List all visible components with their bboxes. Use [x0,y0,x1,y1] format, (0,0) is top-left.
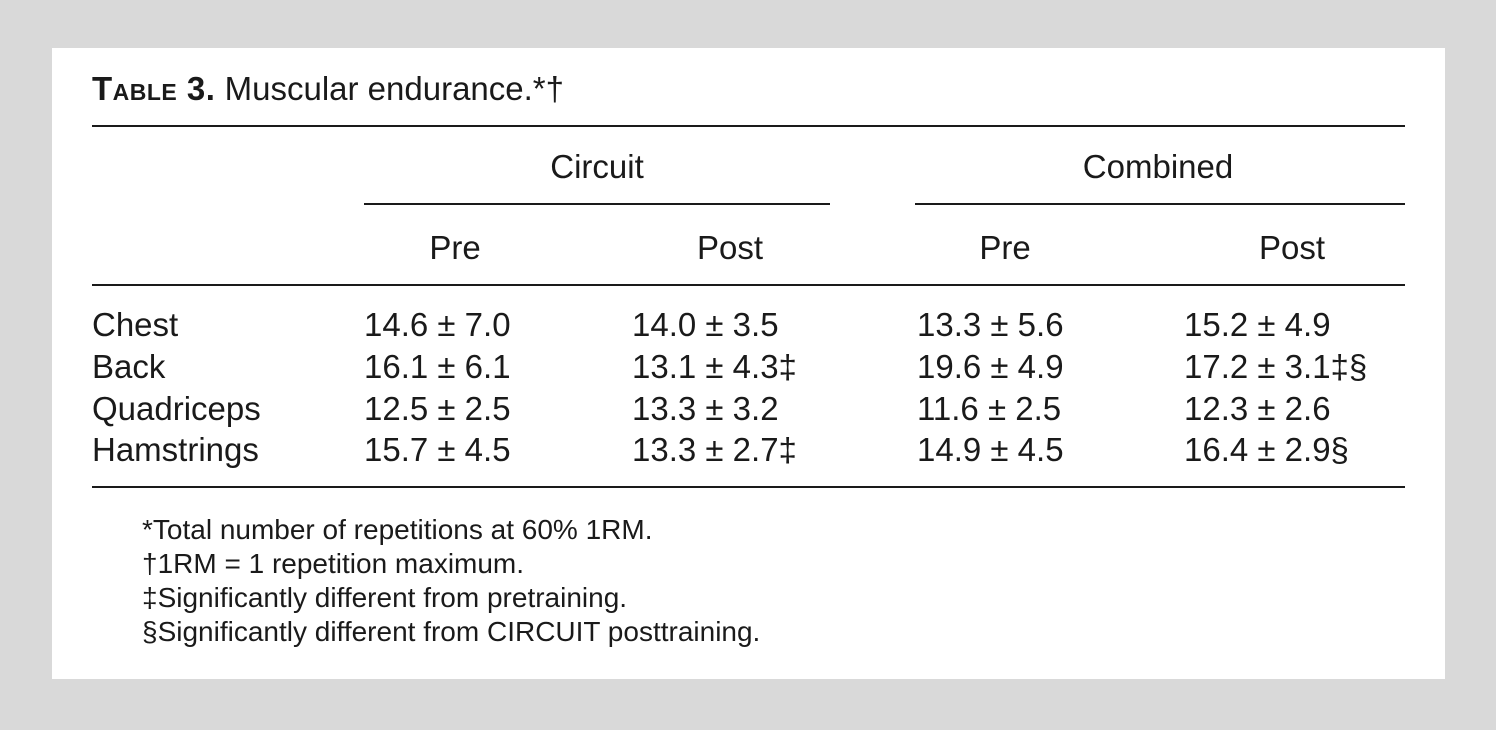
table-title: Muscular endurance.*† [224,70,565,107]
row-label: Hamstrings [92,431,259,468]
row-label: Chest [92,306,179,343]
table-cell: 15.2 ± 4.9 [1184,306,1331,343]
table-cell: 14.6 ± 7.0 [364,306,511,343]
combined-spanner-rule [915,203,1405,205]
footnote: *Total number of repetitions at 60% 1RM. [142,514,653,545]
footnote: ‡Significantly different from pretrainin… [142,582,628,613]
table-cell: 16.1 ± 6.1 [364,348,511,385]
row-label: Back [92,348,166,385]
subheader-circuit-pre: Pre [429,229,481,266]
table-cell: 14.0 ± 3.5 [632,306,779,343]
table-panel: Table 3. Muscular endurance.*† Circuit C… [52,48,1445,679]
circuit-spanner-rule [364,203,830,205]
top-rule [92,125,1405,127]
table-cell: 13.3 ± 5.6 [917,306,1064,343]
table-cell: 14.9 ± 4.5 [917,431,1064,468]
table-footnotes: *Total number of repetitions at 60% 1RM.… [142,513,760,649]
subheader-combined-pre: Pre [979,229,1031,266]
table-cell: 13.1 ± 4.3‡ [632,348,797,385]
footnote: §Significantly different from CIRCUIT po… [142,616,761,647]
row-label: Quadriceps [92,390,261,427]
table-cell: 17.2 ± 3.1‡§ [1184,348,1368,385]
group-header-circuit: Circuit [550,148,644,185]
table-cell: 12.3 ± 2.6 [1184,390,1331,427]
table-cell: 12.5 ± 2.5 [364,390,511,427]
table-label: Table 3. [92,70,216,107]
group-header-combined: Combined [1082,148,1234,185]
header-rule [92,284,1405,286]
table-cell: 15.7 ± 4.5 [364,431,511,468]
footnote: †1RM = 1 repetition maximum. [142,548,525,579]
table-cell: 13.3 ± 2.7‡ [632,431,797,468]
table-cell: 19.6 ± 4.9 [917,348,1064,385]
table-cell: 11.6 ± 2.5 [917,390,1062,427]
subheader-combined-post: Post [1258,229,1326,266]
table-cell: 13.3 ± 3.2 [632,390,779,427]
table-caption: Table 3. Muscular endurance.*† [92,70,564,108]
bottom-rule [92,486,1405,488]
table-cell: 16.4 ± 2.9§ [1184,431,1349,468]
subheader-circuit-post: Post [696,229,764,266]
